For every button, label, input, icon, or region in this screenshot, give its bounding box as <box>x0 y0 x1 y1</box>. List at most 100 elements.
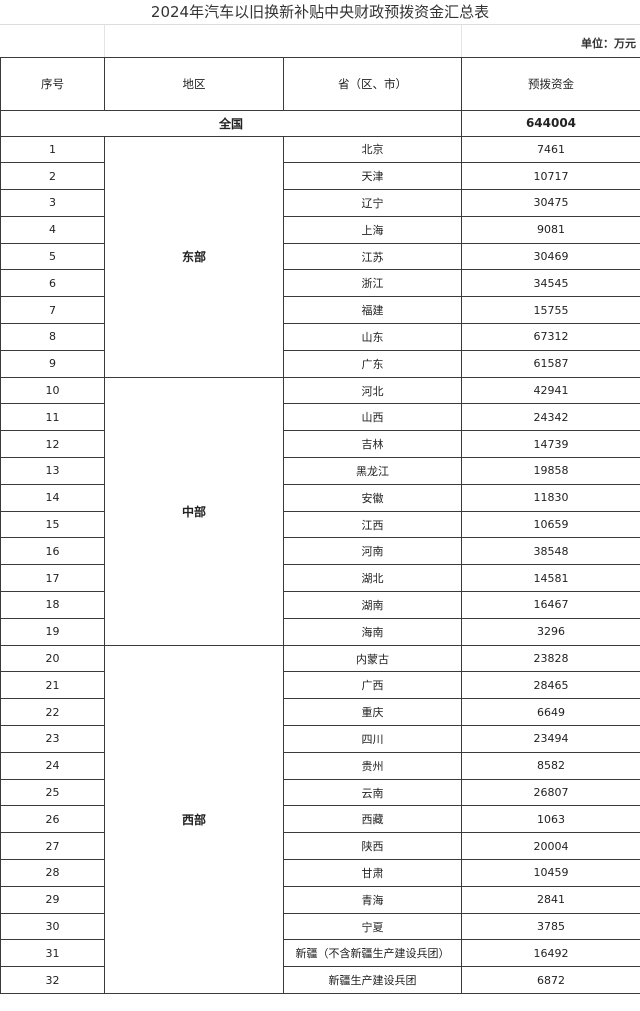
row-index: 8 <box>0 323 105 351</box>
header-province: 省（区、市） <box>283 57 462 111</box>
province-name: 福建 <box>283 296 462 325</box>
funds-value: 10717 <box>461 162 640 191</box>
table-row: 21 广西 28465 <box>0 671 640 700</box>
row-index: 13 <box>0 457 105 485</box>
row-index: 11 <box>0 403 105 432</box>
table-row: 11 山西 24342 <box>0 403 640 432</box>
header-funds: 预拨资金 <box>461 57 640 111</box>
table-row: 5 江苏 30469 <box>0 242 640 271</box>
row-index: 29 <box>0 885 105 914</box>
funds-value: 20004 <box>461 832 640 861</box>
table-row: 1 东部 北京 7461 <box>0 135 640 378</box>
province-name: 贵州 <box>283 751 462 780</box>
funds-value: 10659 <box>461 510 640 539</box>
row-index: 6 <box>0 269 105 298</box>
region-name: 中部 <box>104 376 284 646</box>
table-row: 18 湖南 16467 <box>0 591 640 619</box>
province-name: 广东 <box>283 349 462 378</box>
row-index: 3 <box>0 189 105 217</box>
table-row: 15 江西 10659 <box>0 510 640 539</box>
funds-value: 15755 <box>461 296 640 325</box>
total-label: 全国 <box>0 110 462 137</box>
row-index: 32 <box>0 966 105 994</box>
row-index: 5 <box>0 242 105 271</box>
province-name: 甘肃 <box>283 859 462 887</box>
table-row: 6 浙江 34545 <box>0 269 640 298</box>
funds-value: 7461 <box>461 135 640 164</box>
row-index: 4 <box>0 215 105 244</box>
funds-value: 26807 <box>461 778 640 807</box>
table-row: 32 新疆生产建设兵团 6872 <box>0 966 640 994</box>
table-row: 16 河南 38548 <box>0 537 640 566</box>
province-name: 重庆 <box>283 698 462 727</box>
table-row: 2 天津 10717 <box>0 162 640 191</box>
table-row: 12 吉林 14739 <box>0 430 640 459</box>
row-index: 2 <box>0 162 105 191</box>
gridline <box>461 25 462 57</box>
table-row: 28 甘肃 10459 <box>0 859 640 887</box>
province-name: 北京 <box>283 135 462 164</box>
header-region: 地区 <box>104 57 284 111</box>
row-index: 15 <box>0 510 105 539</box>
province-name: 吉林 <box>283 430 462 459</box>
unit-row: 单位：万元 <box>0 25 640 57</box>
funds-value: 1063 <box>461 805 640 834</box>
province-name: 上海 <box>283 215 462 244</box>
table-row: 4 上海 9081 <box>0 215 640 244</box>
row-index: 7 <box>0 296 105 325</box>
region-name: 东部 <box>104 135 284 378</box>
row-index: 18 <box>0 591 105 619</box>
province-name: 山西 <box>283 403 462 432</box>
row-index: 20 <box>0 644 105 673</box>
row-index: 16 <box>0 537 105 566</box>
row-index: 24 <box>0 751 105 780</box>
province-name: 海南 <box>283 617 462 646</box>
funds-value: 61587 <box>461 349 640 378</box>
row-index: 21 <box>0 671 105 700</box>
province-name: 新疆生产建设兵团 <box>283 966 462 994</box>
table-row: 27 陕西 20004 <box>0 832 640 861</box>
row-index: 14 <box>0 483 105 512</box>
province-name: 江苏 <box>283 242 462 271</box>
total-value: 644004 <box>461 110 640 137</box>
province-name: 陕西 <box>283 832 462 861</box>
row-index: 26 <box>0 805 105 834</box>
funds-value: 16467 <box>461 591 640 619</box>
funds-value: 8582 <box>461 751 640 780</box>
funds-value: 34545 <box>461 269 640 298</box>
row-index: 25 <box>0 778 105 807</box>
funds-value: 38548 <box>461 537 640 566</box>
province-name: 湖南 <box>283 591 462 619</box>
province-name: 内蒙古 <box>283 644 462 673</box>
funds-table: 序号 地区 省（区、市） 预拨资金 全国 644004 1 东部 北京 7461 2 天津… <box>0 57 640 995</box>
row-index: 31 <box>0 939 105 968</box>
row-index: 30 <box>0 912 105 941</box>
funds-value: 28465 <box>461 671 640 700</box>
province-name: 山东 <box>283 323 462 351</box>
province-name: 青海 <box>283 885 462 914</box>
province-name: 河南 <box>283 537 462 566</box>
province-name: 新疆（不含新疆生产建设兵团） <box>283 939 462 968</box>
table-row: 19 海南 3296 <box>0 617 640 646</box>
table-row: 23 四川 23494 <box>0 725 640 753</box>
funds-value: 23494 <box>461 725 640 753</box>
funds-value: 16492 <box>461 939 640 968</box>
region-name: 西部 <box>104 644 284 995</box>
province-name: 广西 <box>283 671 462 700</box>
table-row: 17 湖北 14581 <box>0 564 640 593</box>
row-index: 19 <box>0 617 105 646</box>
province-name: 安徽 <box>283 483 462 512</box>
table-row: 30 宁夏 3785 <box>0 912 640 941</box>
row-index: 10 <box>0 376 105 405</box>
row-index: 28 <box>0 859 105 887</box>
funds-value: 42941 <box>461 376 640 405</box>
table-row: 22 重庆 6649 <box>0 698 640 727</box>
total-row: 全国 644004 <box>0 110 640 137</box>
funds-value: 6649 <box>461 698 640 727</box>
table-row: 13 黑龙江 19858 <box>0 457 640 485</box>
table-row: 24 贵州 8582 <box>0 751 640 780</box>
table-row: 29 青海 2841 <box>0 885 640 914</box>
row-index: 27 <box>0 832 105 861</box>
table-row: 10 中部 河北 42941 <box>0 376 640 646</box>
province-name: 湖北 <box>283 564 462 593</box>
